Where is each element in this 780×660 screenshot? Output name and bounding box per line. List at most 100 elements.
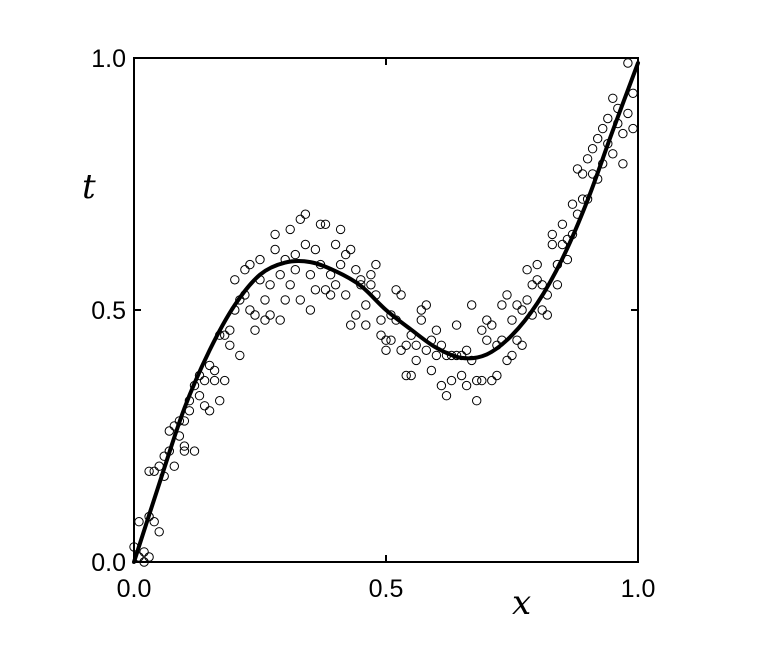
- data-point-47: [245, 259, 255, 270]
- data-point-133: [461, 380, 472, 391]
- data-point-87: [346, 244, 356, 255]
- data-point-77: [320, 219, 331, 230]
- data-point-107: [396, 345, 406, 355]
- data-point-168: [547, 229, 557, 240]
- data-point-73: [310, 285, 321, 295]
- axis-ticks: [133, 57, 639, 563]
- data-point-81: [330, 239, 341, 250]
- data-point-69: [300, 239, 311, 250]
- data-point-82: [330, 280, 341, 290]
- data-point-175: [567, 199, 578, 209]
- data-point-113: [411, 340, 421, 350]
- data-point-95: [366, 280, 376, 290]
- data-point-42: [230, 275, 240, 285]
- data-point-162: [532, 259, 542, 270]
- data-point-138: [472, 375, 482, 386]
- data-point-45: [240, 265, 250, 275]
- data-point-146: [492, 370, 502, 381]
- data-point-90: [351, 265, 361, 275]
- data-point-152: [507, 350, 517, 361]
- y-tick-label-2: 1.0: [91, 45, 126, 73]
- data-point-147: [497, 300, 507, 310]
- data-point-9: [149, 517, 159, 527]
- data-point-154: [512, 300, 522, 310]
- data-point-156: [517, 305, 527, 315]
- data-point-7: [144, 466, 154, 476]
- data-point-116: [416, 315, 426, 325]
- data-point-66: [290, 249, 300, 260]
- x-tick-label-1: 0.5: [369, 575, 404, 603]
- data-point-128: [446, 375, 457, 386]
- data-point-111: [406, 370, 416, 381]
- data-point-56: [265, 280, 275, 290]
- data-point-8: [149, 466, 159, 476]
- data-point-44: [235, 350, 245, 361]
- data-point-100: [376, 330, 386, 340]
- data-point-155: [517, 340, 527, 350]
- data-point-65: [290, 265, 300, 275]
- data-point-25: [189, 446, 200, 456]
- data-point-74: [310, 244, 321, 255]
- data-point-71: [305, 305, 316, 315]
- data-point-86: [341, 290, 351, 300]
- data-point-30: [199, 375, 210, 386]
- data-point-96: [366, 270, 376, 280]
- data-point-119: [426, 365, 437, 376]
- data-point-136: [467, 300, 477, 310]
- data-point-143: [487, 375, 497, 386]
- data-point-34: [209, 375, 220, 386]
- data-point-141: [482, 335, 492, 345]
- data-point-195: [618, 128, 628, 139]
- fit-curve: [132, 61, 640, 564]
- y-axis-label: t: [82, 167, 96, 207]
- data-point-72: [305, 270, 316, 280]
- data-point-172: [557, 219, 568, 230]
- data-point-196: [618, 159, 628, 169]
- data-point-20: [179, 441, 190, 451]
- data-point-38: [220, 375, 230, 386]
- data-point-63: [285, 224, 295, 235]
- data-point-50: [250, 310, 260, 320]
- data-point-78: [320, 285, 331, 295]
- data-point-159: [527, 280, 537, 290]
- data-point-124: [436, 380, 447, 391]
- data-point-180: [577, 169, 588, 179]
- data-point-192: [608, 93, 618, 104]
- data-point-60: [275, 270, 285, 280]
- data-point-117: [421, 345, 431, 355]
- data-point-197: [623, 58, 633, 68]
- data-point-39: [225, 340, 235, 350]
- data-point-137: [472, 396, 482, 406]
- data-point-75: [315, 219, 326, 230]
- data-point-151: [507, 315, 517, 325]
- data-point-198: [623, 108, 633, 119]
- data-point-97: [371, 259, 381, 270]
- data-point-58: [270, 229, 280, 240]
- data-point-149: [502, 355, 512, 366]
- data-point-144: [487, 320, 497, 330]
- tick-labels: 0.0 0.5 1.0 0.0 0.5 1.0: [91, 45, 655, 603]
- data-point-88: [346, 320, 356, 330]
- data-point-53: [260, 315, 270, 325]
- data-point-158: [522, 265, 532, 275]
- data-point-105: [391, 285, 401, 295]
- data-point-191: [608, 149, 618, 159]
- x-tick-label-2: 1.0: [621, 575, 656, 603]
- data-point-48: [245, 305, 255, 315]
- data-point-150: [502, 290, 512, 300]
- data-point-122: [431, 325, 442, 335]
- data-point-102: [381, 345, 391, 355]
- data-point-70: [300, 209, 311, 219]
- data-point-15: [164, 426, 175, 436]
- data-point-61: [280, 295, 290, 305]
- data-point-164: [537, 305, 547, 315]
- data-point-33: [209, 365, 220, 376]
- data-point-108: [396, 290, 406, 300]
- data-point-59: [275, 315, 285, 325]
- data-point-89: [351, 310, 361, 320]
- data-point-28: [194, 391, 205, 401]
- data-point-115: [416, 305, 426, 315]
- data-point-140: [477, 375, 487, 386]
- data-point-83: [335, 224, 346, 235]
- data-point-185: [593, 133, 603, 144]
